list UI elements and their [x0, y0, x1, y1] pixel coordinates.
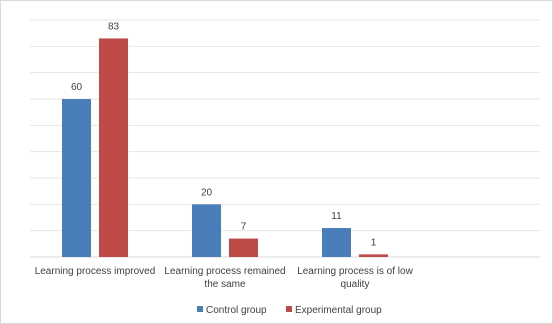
category-label: Learning process is of low: [297, 266, 413, 277]
legend: Control group Experimental group: [197, 305, 382, 316]
category-label: the same: [204, 279, 246, 290]
bar-control-group: [192, 204, 221, 257]
legend-swatch: [286, 306, 292, 312]
category-label: Learning process remained: [164, 266, 285, 277]
legend-label: Control group: [206, 305, 267, 316]
data-label: 7: [241, 222, 247, 233]
bar-control-group: [62, 99, 91, 257]
bar-control-group: [322, 228, 351, 257]
data-label: 20: [201, 187, 213, 198]
category-labels: Learning process improved Learning proces…: [35, 266, 414, 290]
data-label: 11: [331, 211, 342, 222]
data-label: 1: [371, 237, 377, 248]
legend-swatch: [197, 306, 203, 312]
bar-experimental-group: [99, 38, 128, 257]
category-label: quality: [341, 279, 370, 290]
bars: [62, 38, 388, 257]
data-label: 83: [108, 21, 120, 32]
category-label: Learning process improved: [35, 266, 156, 277]
bar-experimental-group: [229, 238, 258, 257]
legend-label: Experimental group: [295, 305, 382, 316]
bar-experimental-group: [359, 254, 388, 257]
data-label: 60: [71, 82, 83, 93]
